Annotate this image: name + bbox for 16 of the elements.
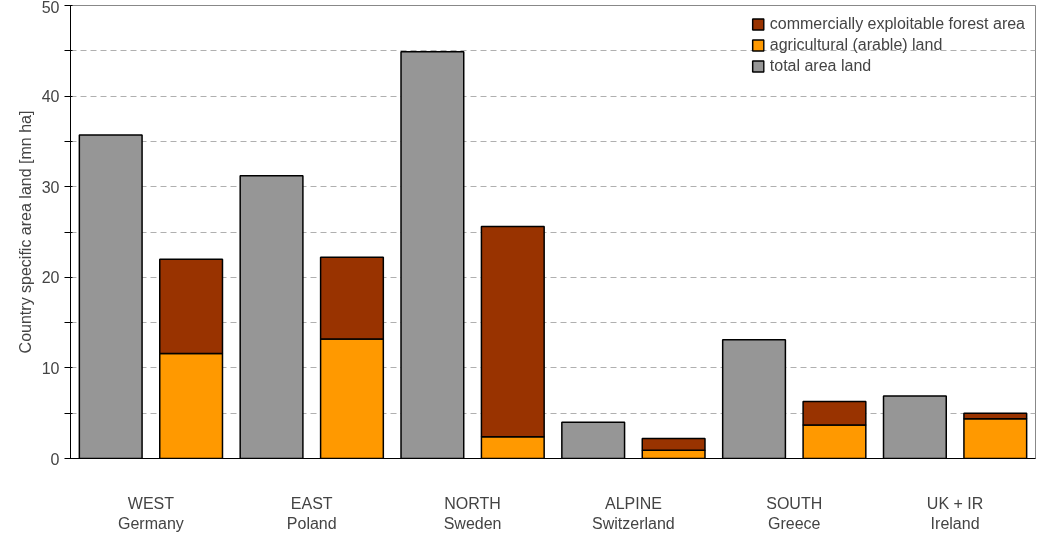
legend-label: agricultural (arable) land [769,36,943,54]
y-tick-label: 0 [50,450,60,468]
y-tick-label: 30 [41,178,60,196]
x-tick-label: UK + IR Ireland [926,494,984,532]
y-tick-label: 10 [41,359,60,377]
y-tick-label: 40 [41,88,60,106]
x-tick-label: WEST Germany [118,494,184,532]
legend-label: commercially exploitable forest area [769,15,1025,33]
y-tick-label: 20 [41,269,60,287]
x-tick-label: ALPINE Switzerland [592,494,675,532]
legend-label: total area land [769,57,872,75]
x-tick-label: SOUTH Greece [766,494,823,532]
x-tick-label: EAST Poland [286,494,337,532]
y-axis-title: Country specific area land [mn ha] [16,110,34,354]
y-tick-label: 50 [41,0,60,16]
x-tick-label: NORTH Sweden [443,494,502,532]
